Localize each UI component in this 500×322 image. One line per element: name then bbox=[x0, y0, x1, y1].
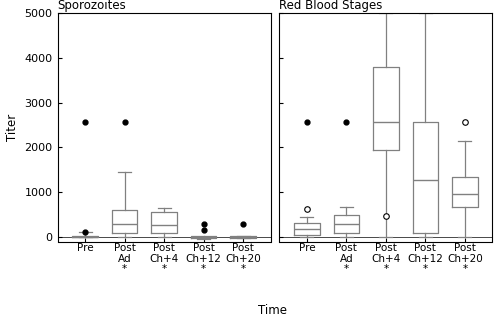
Text: Red Blood Stages: Red Blood Stages bbox=[280, 0, 382, 12]
Text: Time: Time bbox=[258, 304, 287, 317]
Y-axis label: Titer: Titer bbox=[6, 114, 19, 141]
Text: Sporozoites: Sporozoites bbox=[58, 0, 126, 12]
